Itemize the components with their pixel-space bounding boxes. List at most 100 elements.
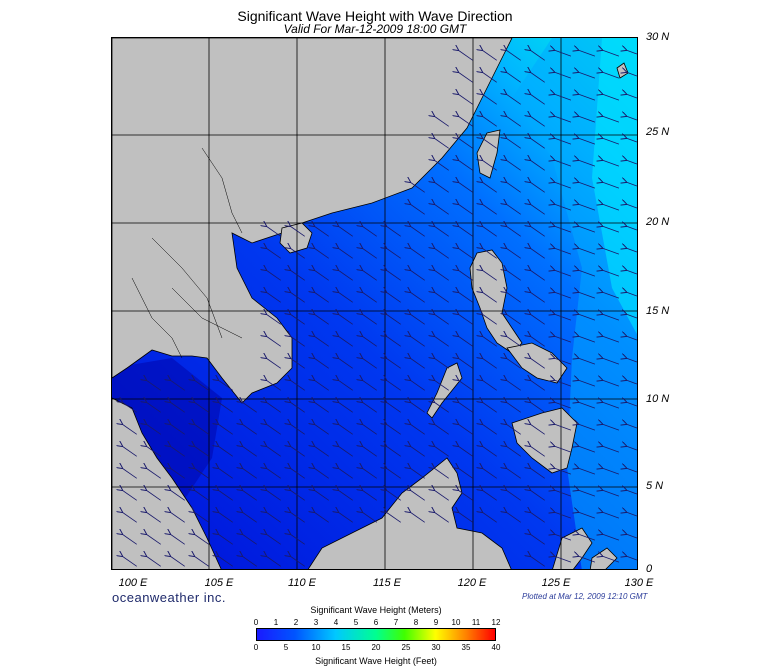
wave-arrow — [602, 446, 620, 453]
wave-arrow — [338, 424, 353, 435]
wave-arrow — [506, 116, 521, 127]
wave-arrow — [602, 182, 620, 189]
wave-arrow — [602, 72, 620, 79]
wave-arrow — [626, 468, 637, 473]
scale-meters-tick: 3 — [313, 618, 319, 627]
wave-arrow — [386, 270, 401, 281]
wave-arrow — [314, 490, 329, 501]
wave-arrow — [602, 490, 620, 497]
wave-arrow — [338, 468, 353, 479]
wave-arrow — [242, 402, 257, 413]
wave-arrow — [290, 402, 305, 413]
wave-arrow — [386, 226, 401, 237]
wave-arrow — [386, 380, 401, 391]
wave-arrow — [170, 512, 185, 523]
scale-feet-tick: 25 — [401, 643, 411, 652]
scale-meters-tick: 8 — [413, 618, 419, 627]
wave-arrow — [602, 270, 620, 277]
wave-arrow — [410, 336, 425, 347]
wave-arrow — [554, 336, 572, 343]
wave-arrow — [218, 490, 233, 501]
wave-arrow — [530, 204, 545, 215]
wave-arrow — [626, 94, 637, 99]
wave-arrow — [458, 446, 473, 457]
map-title: Significant Wave Height with Wave Direct… — [237, 8, 513, 24]
wave-arrow — [362, 490, 377, 501]
wave-arrow — [506, 182, 521, 193]
wave-arrow — [410, 226, 425, 237]
wave-arrow — [242, 424, 257, 435]
wave-arrow — [626, 116, 637, 121]
wave-arrow — [434, 358, 449, 369]
wave-arrow — [218, 380, 233, 391]
lon-label-115e: 115 E — [373, 577, 401, 589]
wave-arrow — [626, 402, 637, 407]
wave-arrow — [314, 402, 329, 413]
wave-arrow — [434, 314, 449, 325]
wave-arrow — [266, 446, 281, 457]
wave-arrow — [530, 138, 545, 149]
wave-arrow — [602, 292, 620, 299]
wave-arrow — [434, 138, 449, 149]
wave-arrow — [290, 556, 305, 567]
wave-arrow — [530, 358, 545, 369]
wave-arrow — [578, 336, 596, 343]
wave-arrow — [170, 534, 185, 545]
wave-arrow — [554, 94, 572, 101]
scale-feet-tick: 20 — [371, 643, 381, 652]
wave-arrow — [362, 446, 377, 457]
wave-arrow — [506, 380, 521, 391]
wave-arrow — [146, 446, 161, 457]
wave-arrow — [122, 446, 137, 457]
wave-arrow — [554, 424, 572, 431]
wave-arrow — [626, 72, 637, 77]
wave-arrow — [506, 138, 521, 149]
wave-arrow — [146, 534, 161, 545]
wave-arrow — [266, 490, 281, 501]
wave-arrow — [530, 336, 545, 347]
wave-arrow — [530, 182, 545, 193]
scale-meters-tick: 1 — [273, 618, 279, 627]
wave-arrow — [578, 182, 596, 189]
wave-arrow — [482, 204, 497, 215]
plotted-timestamp: Plotted at Mar 12, 2009 12:10 GMT — [522, 592, 648, 601]
lon-label-120e: 120 E — [457, 577, 487, 589]
wave-arrow — [530, 424, 545, 435]
wave-arrow — [578, 512, 596, 519]
wave-arrow — [554, 358, 572, 365]
wave-arrow — [434, 402, 449, 413]
wave-arrow — [458, 226, 473, 237]
wave-arrow — [530, 556, 545, 567]
wave-arrow — [386, 248, 401, 259]
wave-arrow — [482, 160, 497, 171]
wave-arrow — [554, 72, 572, 79]
wave-arrow — [170, 556, 185, 567]
wave-arrow — [410, 248, 425, 259]
wave-arrow — [338, 336, 353, 347]
wave-arrow — [626, 50, 637, 55]
wave-arrow — [530, 248, 545, 259]
lat-label-15n: 15 N — [646, 305, 670, 317]
wave-arrow — [530, 160, 545, 171]
wave-arrow — [146, 556, 161, 567]
wave-arrow — [290, 226, 305, 237]
wave-arrow — [578, 424, 596, 431]
wave-arrow — [242, 512, 257, 523]
wave-arrow — [626, 248, 637, 253]
scale-meters-tick: 6 — [373, 618, 379, 627]
wave-arrow — [578, 292, 596, 299]
wave-arrow — [602, 138, 620, 145]
wave-arrow — [362, 336, 377, 347]
wave-arrow — [578, 204, 596, 211]
wave-arrow — [506, 314, 521, 325]
scale-meters-tick: 0 — [253, 618, 259, 627]
wave-arrow — [266, 402, 281, 413]
wave-arrow — [482, 94, 497, 105]
wave-arrow — [410, 490, 425, 501]
wave-arrow — [386, 402, 401, 413]
wave-arrow — [554, 402, 572, 409]
lon-label-125e: 125 E — [541, 577, 571, 589]
wave-arrow — [218, 402, 233, 413]
wave-arrow — [434, 270, 449, 281]
wave-arrow — [314, 336, 329, 347]
